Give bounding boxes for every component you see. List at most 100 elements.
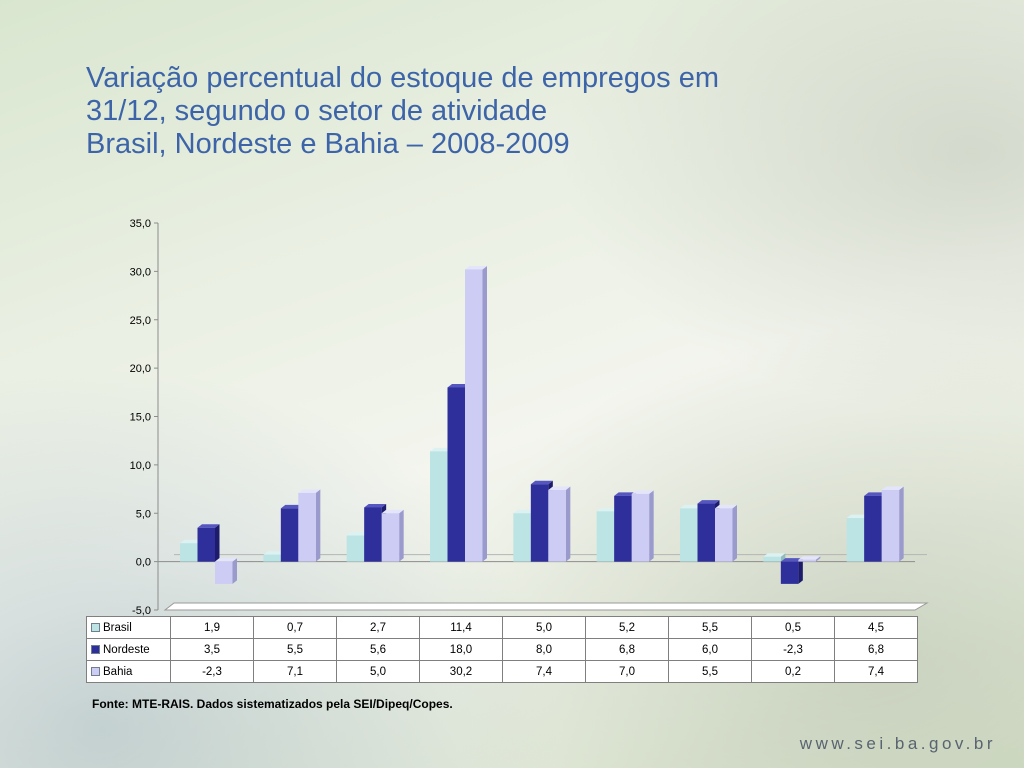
y-tick-label: 10,0: [130, 460, 151, 472]
bar-side: [899, 486, 904, 562]
table-cell: 4,5: [834, 616, 918, 639]
bar-top: [530, 480, 553, 485]
legend-entry: Brasil: [86, 616, 171, 639]
bar-front: [798, 559, 816, 562]
bar-top: [197, 524, 220, 528]
source-note: Fonte: MTE-RAIS. Dados sistematizados pe…: [92, 697, 453, 711]
bar-side: [215, 524, 220, 562]
legend-entry: Nordeste: [86, 638, 171, 661]
table-cell: 5,0: [336, 660, 420, 683]
bar-front: [513, 513, 531, 562]
legend-swatch: [91, 622, 100, 632]
y-tick-label: 30,0: [130, 266, 151, 278]
chart-data-table: Brasil 1,9 0,7 2,7 11,4 5,0 5,2 5,5 0,5 4,5 Nordes…: [86, 616, 918, 683]
table-cell: -2,3: [751, 638, 835, 661]
bar-top: [513, 509, 536, 514]
chart-title-line-2: 31/12, segundo o setor de atividade: [86, 95, 548, 127]
bar-front: [364, 507, 382, 562]
table-cell: 11,4: [419, 616, 503, 639]
table-cell: 8,0: [502, 638, 586, 661]
table-cell: 7,4: [834, 660, 918, 683]
bar-top: [430, 447, 452, 452]
chart-title: Variação percentual do estoque de empreg…: [86, 62, 966, 161]
bar-top: [298, 489, 321, 493]
bar-top: [596, 507, 619, 512]
bar-top: [465, 265, 487, 270]
table-cell: 5,5: [668, 616, 752, 639]
bar-bahia-4: [465, 265, 487, 562]
bar-top: [715, 504, 737, 509]
bar-front: [548, 490, 566, 562]
bar-side: [798, 558, 803, 584]
bar-front: [298, 492, 316, 562]
bar-side: [732, 504, 737, 562]
table-row: Nordeste 3,5 5,5 5,6 18,0 8,0 6,8 6,0 -2,3 6,8: [86, 638, 918, 661]
table-cell: 7,0: [585, 660, 669, 683]
y-tick-label: 5,0: [136, 508, 151, 520]
table-cell: 30,2: [419, 660, 503, 683]
bar-top: [631, 490, 654, 494]
table-cell: 5,6: [336, 638, 420, 661]
bar-top: [215, 558, 237, 562]
table-cell: 5,0: [502, 616, 586, 639]
table-cell: 7,1: [253, 660, 337, 683]
bar-front: [881, 490, 900, 562]
bar-front: [180, 543, 198, 562]
table-cell: 0,7: [253, 616, 337, 639]
table-cell: 0,2: [751, 660, 835, 683]
bar-front: [530, 484, 549, 562]
bar-top: [798, 556, 821, 560]
chart-floor: [163, 602, 929, 611]
bar-bahia-6: [631, 490, 654, 562]
y-tick-label: 15,0: [130, 412, 151, 424]
table-cell: 5,5: [668, 660, 752, 683]
legend-label: Bahia: [103, 665, 133, 678]
bar-bahia-9: [881, 486, 904, 562]
y-tick-label: 25,0: [130, 315, 151, 327]
bar-top: [447, 383, 470, 388]
bar-side: [315, 489, 321, 562]
table-cell: 1,9: [170, 616, 254, 639]
bar-side: [232, 558, 237, 584]
table-cell: 5,2: [585, 616, 669, 639]
bar-top: [180, 539, 202, 544]
y-tick-label: 35,0: [130, 218, 151, 230]
legend-entry: Bahia: [86, 660, 171, 683]
chart-title-line-1: Variação percentual do estoque de empreg…: [86, 62, 720, 94]
bar-bahia-1: [215, 558, 237, 584]
bar-front: [680, 508, 698, 562]
bar-side: [482, 265, 487, 562]
bar-side: [565, 486, 571, 562]
bar-top: [881, 486, 904, 491]
chart-title-line-3: Brasil, Nordeste e Bahia – 2008-2009: [86, 128, 570, 160]
table-cell: 0,5: [751, 616, 835, 639]
bar-top: [763, 553, 786, 557]
bar-front: [465, 269, 483, 562]
bar-nordeste-8: [780, 558, 803, 584]
bar-side: [649, 490, 654, 562]
table-cell: 5,5: [253, 638, 337, 661]
legend-label: Brasil: [103, 621, 132, 634]
bar-bahia-3: [381, 509, 404, 562]
legend-label: Nordeste: [103, 643, 150, 656]
bar-top: [280, 504, 303, 509]
bar-side: [780, 553, 786, 562]
bar-bahia-5: [548, 486, 571, 562]
table-row: Brasil 1,9 0,7 2,7 11,4 5,0 5,2 5,5 0,5 4,5: [86, 616, 918, 639]
bar-top: [680, 504, 702, 509]
bar-front: [864, 495, 882, 562]
bar-top: [614, 492, 637, 496]
bar-front: [763, 556, 781, 562]
y-tick-label: 20,0: [130, 363, 151, 375]
bar-bahia-8: [798, 556, 821, 562]
website-url: www.sei.ba.gov.br: [799, 734, 996, 753]
bar-top: [346, 532, 369, 536]
bar-top: [381, 509, 404, 514]
legend-swatch: [91, 644, 100, 654]
bar-front: [197, 527, 215, 562]
bar-front: [715, 508, 733, 562]
bar-front: [280, 508, 299, 562]
table-cell: 6,8: [585, 638, 669, 661]
bar-top: [548, 486, 571, 491]
